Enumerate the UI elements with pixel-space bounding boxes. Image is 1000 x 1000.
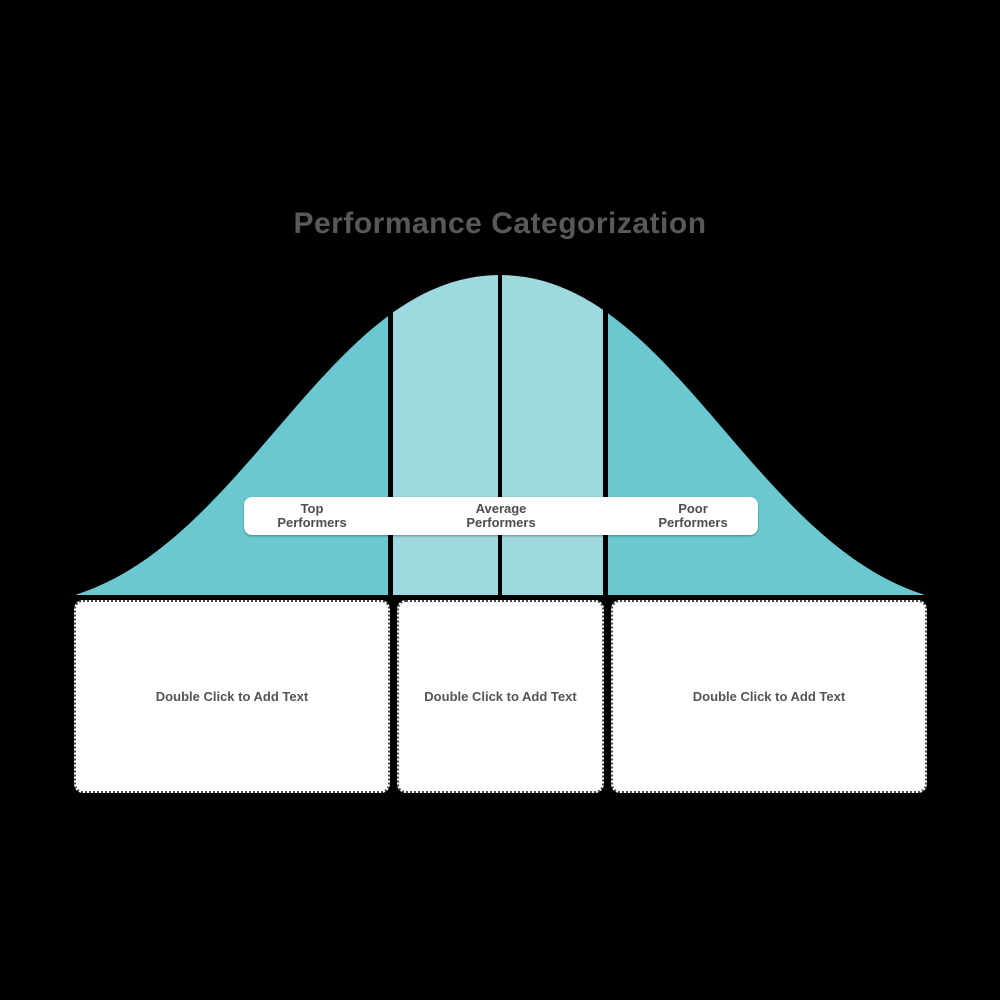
text-box-average-performers[interactable]: Double Click to Add Text — [397, 600, 604, 793]
label-average-performers[interactable]: Average Performers — [466, 501, 536, 530]
curve-section-average-left[interactable] — [393, 260, 498, 600]
text-box-top-performers[interactable]: Double Click to Add Text — [74, 600, 390, 793]
curve-section-top-performers[interactable] — [75, 260, 388, 600]
curve-section-average-right[interactable] — [502, 260, 603, 600]
text-box-placeholder: Double Click to Add Text — [155, 689, 309, 704]
diagram-title[interactable]: Performance Categorization — [293, 207, 707, 240]
label-top-performers[interactable]: Top Performers — [277, 501, 347, 530]
text-box-placeholder: Double Click to Add Text — [424, 689, 577, 704]
curve-section-poor-performers[interactable] — [608, 260, 925, 600]
text-box-poor-performers[interactable]: Double Click to Add Text — [611, 600, 927, 793]
label-poor-performers[interactable]: Poor Performers — [658, 501, 728, 530]
text-box-placeholder: Double Click to Add Text — [692, 689, 846, 704]
curve-label-bar: Top Performers Average Performers Poor P… — [244, 497, 758, 535]
